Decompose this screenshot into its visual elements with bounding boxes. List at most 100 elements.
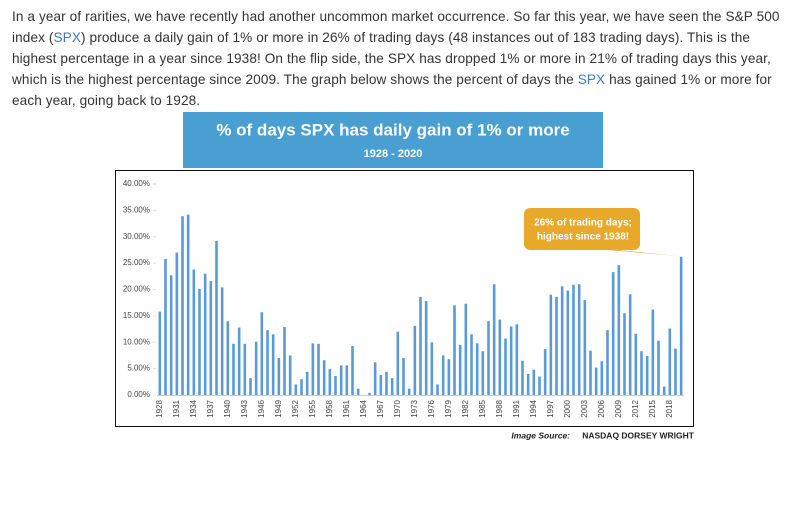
bar: [322, 360, 326, 395]
bar: [600, 361, 604, 395]
bar: [373, 362, 377, 395]
x-tick-label: 1961: [342, 399, 351, 417]
bar: [617, 265, 621, 395]
x-tick-label: 1964: [359, 399, 368, 417]
bar: [447, 359, 451, 395]
bar: [232, 343, 235, 395]
source-name: NASDAQ DORSEY WRIGHT: [582, 430, 695, 440]
bar: [356, 388, 360, 395]
callout: [524, 208, 678, 256]
chart-title: % of days SPX has daily gain of 1% or mo…: [216, 120, 569, 139]
x-tick-label: 2009: [614, 399, 623, 417]
bar: [606, 330, 609, 395]
bar: [164, 258, 167, 395]
bar: [424, 301, 428, 395]
y-tick-label: 20.00%: [123, 285, 150, 294]
bar: [453, 305, 456, 395]
bar: [169, 275, 173, 395]
bar: [368, 392, 371, 395]
bar: [538, 376, 541, 395]
bar: [521, 360, 524, 395]
bar: [413, 325, 417, 395]
y-tick-label: 10.00%: [123, 337, 150, 346]
text: has gained 1% or more for each year, goi…: [12, 72, 772, 108]
x-tick-label: 1970: [393, 399, 402, 417]
title-box: [183, 112, 603, 168]
bar: [589, 350, 592, 395]
y-tick-label: 30.00%: [123, 232, 150, 241]
bar: [436, 384, 439, 395]
annotation: highest since 1938!: [537, 232, 629, 243]
bar: [283, 326, 286, 395]
bar: [402, 358, 405, 395]
y-tick-label: 15.00%: [123, 311, 150, 320]
bar: [651, 309, 655, 395]
x-tick-label: 1952: [291, 399, 300, 417]
bar: [254, 341, 258, 395]
bar: [209, 281, 213, 395]
y-tick-label: 25.00%: [123, 258, 150, 267]
bar: [288, 355, 292, 395]
x-tick-label: 2015: [648, 399, 657, 417]
x-tick-label: 1931: [172, 399, 181, 417]
bar: [566, 290, 570, 395]
intro-text: In a year of rarities, we have recently …: [12, 6, 788, 111]
x-tick-label: 1943: [240, 399, 249, 417]
bar: [215, 240, 218, 395]
bar: [509, 326, 513, 395]
bar: [668, 328, 672, 395]
link[interactable]: SPX: [577, 72, 606, 87]
x-tick-label: 1955: [308, 399, 317, 417]
bar: [583, 300, 587, 395]
x-tick-label: 1934: [189, 399, 198, 417]
bar: [674, 348, 677, 395]
bar: [249, 378, 252, 395]
bar: [300, 379, 303, 395]
bar: [328, 369, 332, 395]
bar: [186, 214, 190, 395]
x-tick-label: 1982: [461, 399, 470, 417]
bar: [407, 388, 411, 395]
x-tick-label: 1976: [427, 399, 436, 417]
y-tick-label: 5.00%: [127, 364, 150, 373]
bar: [334, 376, 337, 395]
x-tick-label: 2000: [563, 399, 572, 417]
bar: [532, 369, 536, 395]
x-tick-label: 2018: [665, 399, 674, 417]
x-tick-label: 1979: [444, 399, 453, 417]
bar: [226, 321, 230, 395]
source-label: Image Source:: [511, 430, 570, 440]
bar: [487, 321, 490, 395]
bar: [555, 296, 558, 395]
bar: [577, 284, 581, 395]
bar: [623, 313, 626, 395]
x-tick-label: 1928: [155, 399, 164, 417]
link[interactable]: SPX: [53, 30, 82, 45]
bar: [396, 331, 400, 395]
x-tick-label: 1991: [512, 399, 521, 417]
x-tick-label: 2012: [631, 399, 640, 417]
bar: [475, 343, 479, 395]
bar: [504, 338, 507, 395]
x-tick-label: 1973: [410, 399, 419, 417]
bar: [237, 327, 241, 395]
bar: [305, 371, 309, 395]
bar: [175, 252, 179, 395]
bar: [679, 256, 683, 395]
annotation: 26% of trading days;: [534, 218, 632, 229]
x-tick-label: 2006: [597, 399, 606, 417]
bar: [351, 345, 354, 395]
x-tick-label: 1958: [325, 399, 334, 417]
y-tick-label: 40.00%: [123, 179, 150, 188]
x-tick-label: 1997: [546, 399, 555, 417]
bar: [441, 355, 445, 395]
bar: [470, 334, 473, 395]
bar: [640, 351, 643, 395]
bar: [271, 334, 275, 395]
bar: [543, 349, 547, 395]
chart-subtitle: 1928 - 2020: [364, 148, 423, 160]
bar: [243, 343, 247, 395]
bar: [390, 378, 394, 395]
